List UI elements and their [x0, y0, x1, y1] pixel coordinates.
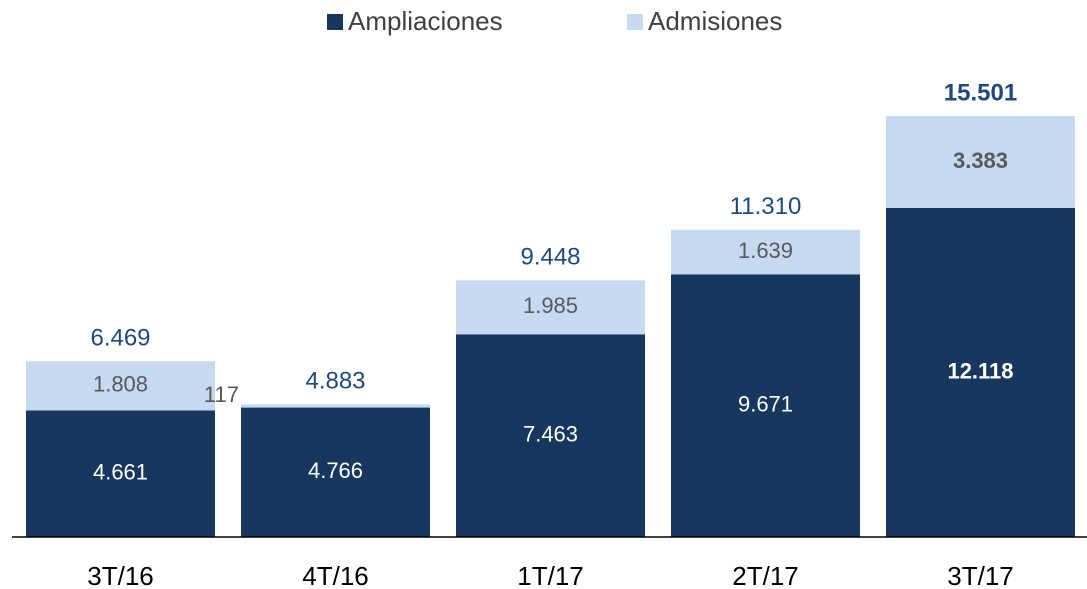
bar-segment	[671, 229, 860, 275]
value-label: 1.985	[523, 293, 578, 318]
total-label: 11.310	[730, 193, 802, 220]
bar-segment	[671, 274, 860, 537]
value-label: 7.463	[523, 421, 578, 446]
total-label: 6.469	[90, 325, 150, 352]
value-label: 117	[204, 382, 239, 407]
legend-label: Admisiones	[648, 6, 782, 36]
bar-segment	[26, 361, 215, 411]
x-tick-label: 4T/16	[302, 561, 369, 589]
legend-swatch	[327, 14, 343, 30]
bar-segment	[886, 207, 1075, 537]
x-tick-label: 3T/16	[87, 561, 154, 589]
legend-label: Ampliaciones	[348, 6, 503, 36]
bar-segment	[241, 407, 430, 537]
x-tick-label: 3T/17	[947, 561, 1014, 589]
x-tick-label: 1T/17	[517, 561, 584, 589]
bar-segment	[456, 280, 645, 335]
value-label: 12.118	[947, 358, 1013, 383]
value-label: 3.383	[953, 148, 1008, 173]
legend-swatch	[627, 14, 643, 30]
value-label: 1.639	[738, 238, 793, 263]
value-label: 4.766	[308, 458, 363, 483]
total-label: 15.501	[944, 79, 1017, 106]
x-tick-label: 2T/17	[732, 561, 799, 589]
bar-segment	[26, 410, 215, 537]
value-label: 9.671	[738, 391, 793, 416]
bar-segment	[241, 404, 430, 408]
total-label: 9.448	[520, 244, 580, 271]
bar-segment	[456, 334, 645, 537]
bar-segment	[886, 116, 1075, 208]
value-label: 1.808	[93, 372, 148, 397]
total-label: 4.883	[305, 368, 365, 395]
value-label: 4.661	[93, 460, 148, 485]
